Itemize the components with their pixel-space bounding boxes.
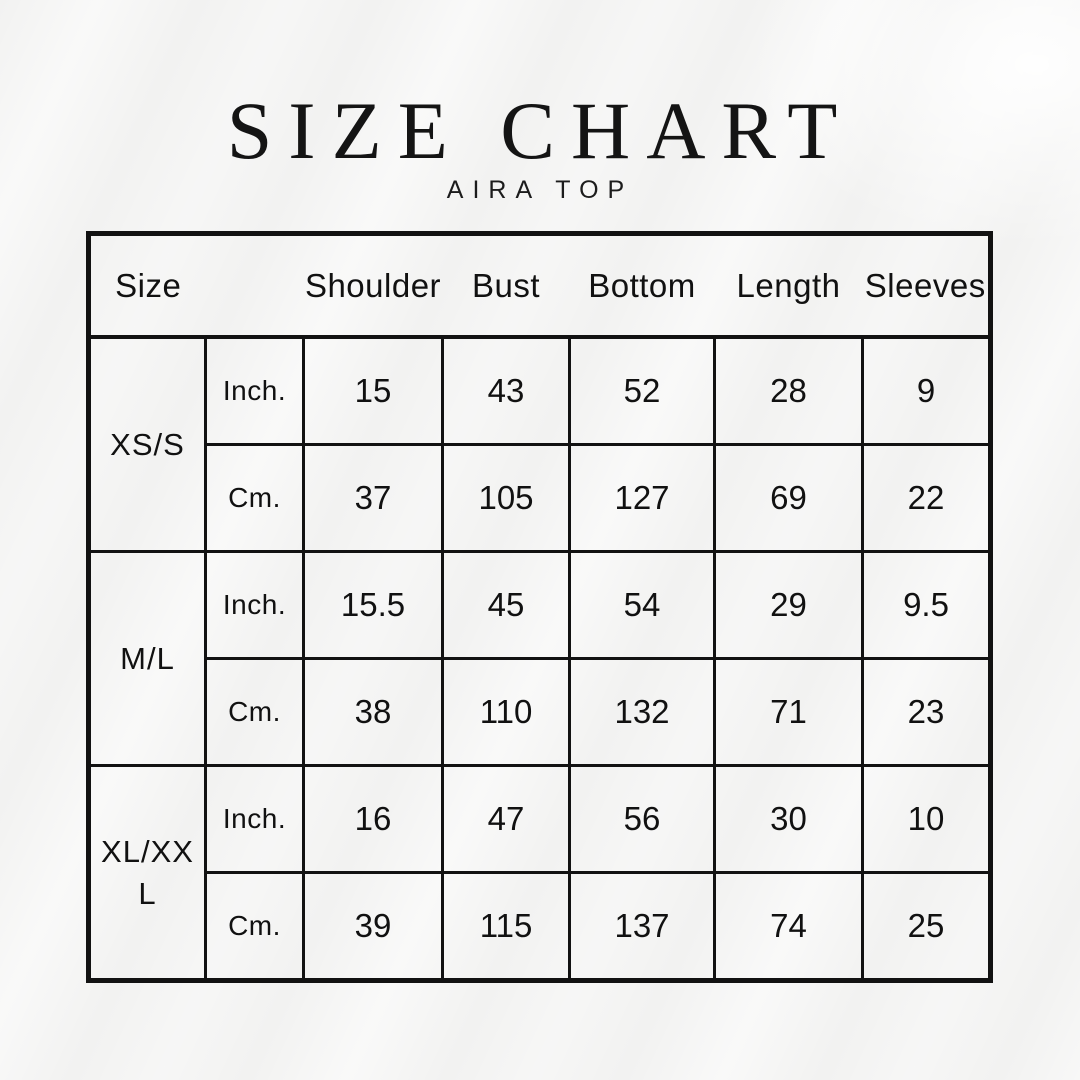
unit-cell: Cm. [204, 871, 305, 982]
value-cell: 71 [713, 657, 864, 767]
value-cell: 10 [861, 764, 992, 874]
value-cell: 15.5 [302, 550, 444, 660]
value-cell: 39 [302, 871, 444, 982]
table-row: XL/XXL Inch. 16 47 56 30 10 [87, 764, 992, 982]
value-cell: 69 [713, 443, 864, 553]
unit-cell: Inch. [204, 550, 305, 660]
value-cell: 23 [861, 657, 992, 767]
table-row: XS/S Inch. 15 43 52 28 9 [87, 335, 992, 553]
value-cell: 37 [302, 443, 444, 553]
value-cell: 9.5 [861, 550, 992, 660]
header-sleeves: Sleeves [862, 233, 991, 339]
value-cell: 15 [302, 335, 444, 446]
value-cell: 9 [861, 335, 992, 446]
value-cell: 16 [302, 764, 444, 874]
size-chart-table: Size Shoulder Bust Bottom Length Sleeves… [86, 231, 993, 983]
value-cell: 52 [568, 335, 716, 446]
size-label-xs-s: XS/S [87, 335, 207, 553]
table-row: Cm. 39 115 137 74 25 [89, 871, 992, 982]
header-length: Length [714, 233, 863, 339]
header-bottom: Bottom [569, 233, 715, 339]
value-cell: 43 [441, 335, 571, 446]
value-cell: 56 [568, 764, 716, 874]
value-cell: 110 [441, 657, 571, 767]
value-cell: 47 [441, 764, 571, 874]
value-cell: 25 [861, 871, 992, 982]
table-row: Cm. 38 110 132 71 23 [89, 657, 992, 767]
unit-cell: Inch. [204, 764, 305, 874]
value-cell: 38 [302, 657, 444, 767]
value-cell: 74 [713, 871, 864, 982]
header-row: Size Shoulder Bust Bottom Length Sleeves [88, 233, 991, 339]
value-cell: 105 [441, 443, 571, 553]
value-cell: 22 [861, 443, 992, 553]
header-bust: Bust [442, 233, 570, 339]
value-cell: 28 [713, 335, 864, 446]
header-shoulder: Shoulder [303, 233, 443, 339]
value-cell: 45 [441, 550, 571, 660]
table-row: M/L Inch. 15.5 45 54 29 9.5 [87, 550, 992, 767]
table-row: Cm. 37 105 127 69 22 [89, 443, 992, 553]
page-title: SIZE CHART [226, 85, 854, 176]
value-cell: 29 [713, 550, 864, 660]
value-cell: 127 [568, 443, 716, 553]
size-label-m-l: M/L [87, 550, 207, 767]
value-cell: 30 [713, 764, 864, 874]
value-cell: 54 [568, 550, 716, 660]
unit-cell: Cm. [204, 657, 305, 767]
header-size: Size [88, 233, 206, 339]
header-unit-spacer [205, 233, 304, 339]
value-cell: 137 [568, 871, 716, 982]
value-cell: 132 [568, 657, 716, 767]
page-subtitle: AIRA TOP [446, 176, 634, 204]
value-cell: 115 [441, 871, 571, 982]
unit-cell: Cm. [204, 443, 305, 553]
size-label-xl-xxl: XL/XXL [87, 764, 207, 982]
unit-cell: Inch. [204, 335, 305, 446]
